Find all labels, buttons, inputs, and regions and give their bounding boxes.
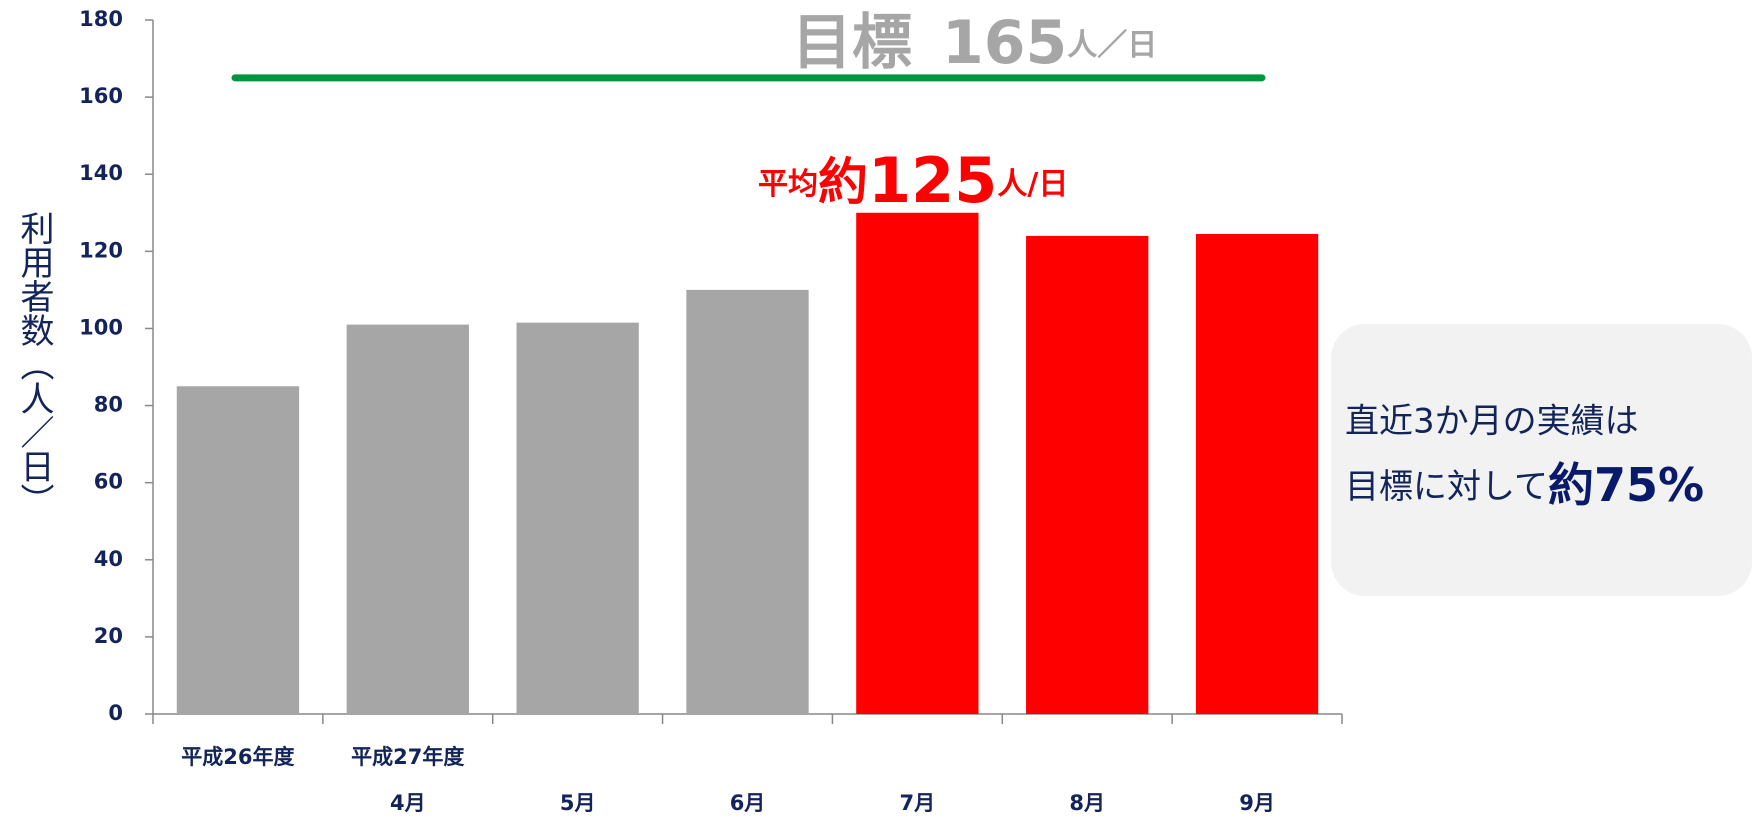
bar — [176, 386, 300, 714]
group-label: 平成27年度 — [351, 745, 464, 769]
average-value: 125 — [868, 144, 997, 217]
target-value: 165 — [942, 7, 1067, 77]
y-tick-label: 180 — [79, 7, 123, 31]
average-prefix: 平均 — [758, 167, 818, 202]
y-tick-label: 160 — [79, 84, 123, 108]
x-tick-label: 8月 — [1069, 791, 1105, 815]
y-tick-label: 120 — [79, 238, 123, 262]
target-label: 目標 165人／日 — [792, 7, 1157, 77]
note-line2-text: 目標に対して — [1345, 467, 1548, 507]
note-line2: 目標に対して約75% — [1345, 458, 1704, 512]
y-tick-label: 100 — [79, 315, 123, 339]
bar — [346, 324, 469, 714]
average-label: 平均約125人/日 — [758, 144, 1068, 217]
y-axis-label: 利用者数（人／日） — [14, 211, 54, 517]
average-approx: 約 — [818, 153, 868, 211]
x-tick-label: 9月 — [1239, 791, 1275, 815]
target-title: 目標 — [792, 7, 912, 77]
average-unit: 人/日 — [997, 167, 1068, 202]
bar — [1026, 235, 1149, 714]
x-tick-label: 5月 — [560, 791, 596, 815]
y-tick-label: 0 — [108, 701, 123, 725]
y-tick-label: 60 — [94, 470, 123, 494]
y-tick-label: 20 — [94, 624, 123, 648]
x-tick-label: 6月 — [730, 791, 766, 815]
bar — [856, 212, 979, 714]
note-box — [1331, 324, 1752, 596]
x-tick-label: 4月 — [390, 791, 426, 815]
x-tick-label: 7月 — [900, 791, 936, 815]
y-tick-label: 140 — [79, 161, 123, 185]
target-unit: 人／日 — [1067, 27, 1157, 62]
y-tick-label: 40 — [94, 547, 123, 571]
x-tick-label: 平成26年度 — [181, 745, 294, 769]
bar — [516, 322, 639, 714]
note-line1: 直近3か月の実績は — [1345, 402, 1639, 442]
bar — [1195, 233, 1319, 714]
note-emphasis: 約75% — [1548, 458, 1704, 512]
y-tick-label: 80 — [94, 393, 123, 417]
bar — [686, 289, 809, 714]
